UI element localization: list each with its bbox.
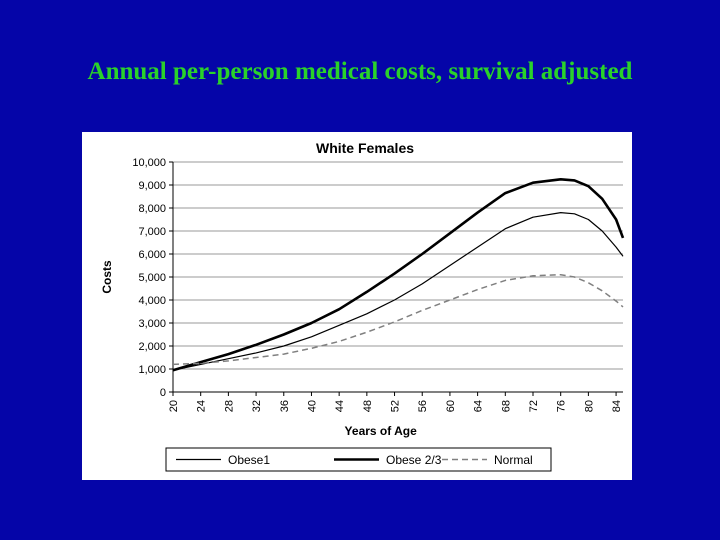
x-tick-label: 56	[417, 400, 429, 412]
legend-label: Normal	[494, 453, 533, 467]
x-tick-label: 60	[445, 400, 457, 412]
x-tick-label: 68	[500, 400, 512, 412]
y-tick-label: 2,000	[138, 341, 166, 353]
x-tick-label: 48	[362, 400, 374, 412]
x-tick-label: 72	[528, 400, 540, 412]
x-tick-label: 24	[196, 400, 208, 412]
slide-title: Annual per-person medical costs, surviva…	[87, 58, 633, 85]
x-tick-label: 28	[223, 400, 235, 412]
y-tick-label: 1,000	[138, 364, 166, 376]
y-tick-label: 4,000	[138, 295, 166, 307]
series-line-obese-2-3	[172, 177, 625, 372]
x-tick-label: 20	[168, 400, 180, 412]
x-tick-label: 76	[556, 400, 568, 412]
y-tick-label: 9,000	[138, 180, 166, 192]
y-tick-label: 8,000	[138, 203, 166, 215]
x-axis-label: Years of Age	[345, 424, 418, 438]
y-tick-label: 0	[160, 387, 166, 399]
x-tick-label: 64	[473, 400, 485, 412]
x-tick-label: 40	[306, 400, 318, 412]
x-tick-label: 36	[279, 400, 291, 412]
x-tick-label: 32	[251, 400, 263, 412]
series-line-normal	[172, 273, 624, 366]
y-axis-label: Costs	[100, 260, 114, 294]
line-chart: White Females 0 1,000 2,000 3,000 4,000 5,000 6…	[100, 140, 625, 472]
y-tick-label: 7,000	[138, 226, 166, 238]
x-tick-label: 44	[334, 400, 346, 412]
x-tick-label: 84	[611, 400, 623, 412]
series-line-obese1	[172, 211, 624, 371]
y-tick-label: 5,000	[138, 272, 166, 284]
y-tick-label: 6,000	[138, 249, 166, 261]
x-tick-label: 52	[390, 400, 402, 412]
x-tick-label: 80	[583, 400, 595, 412]
y-tick-label: 10,000	[132, 157, 166, 169]
chart-title: White Females	[316, 140, 414, 156]
legend-label: Obese1	[228, 453, 270, 467]
chart-panel: White Females 0 1,000 2,000 3,000 4,000 5,000 6…	[82, 132, 632, 480]
legend-label: Obese 2/3	[386, 453, 442, 467]
y-tick-label: 3,000	[138, 318, 166, 330]
